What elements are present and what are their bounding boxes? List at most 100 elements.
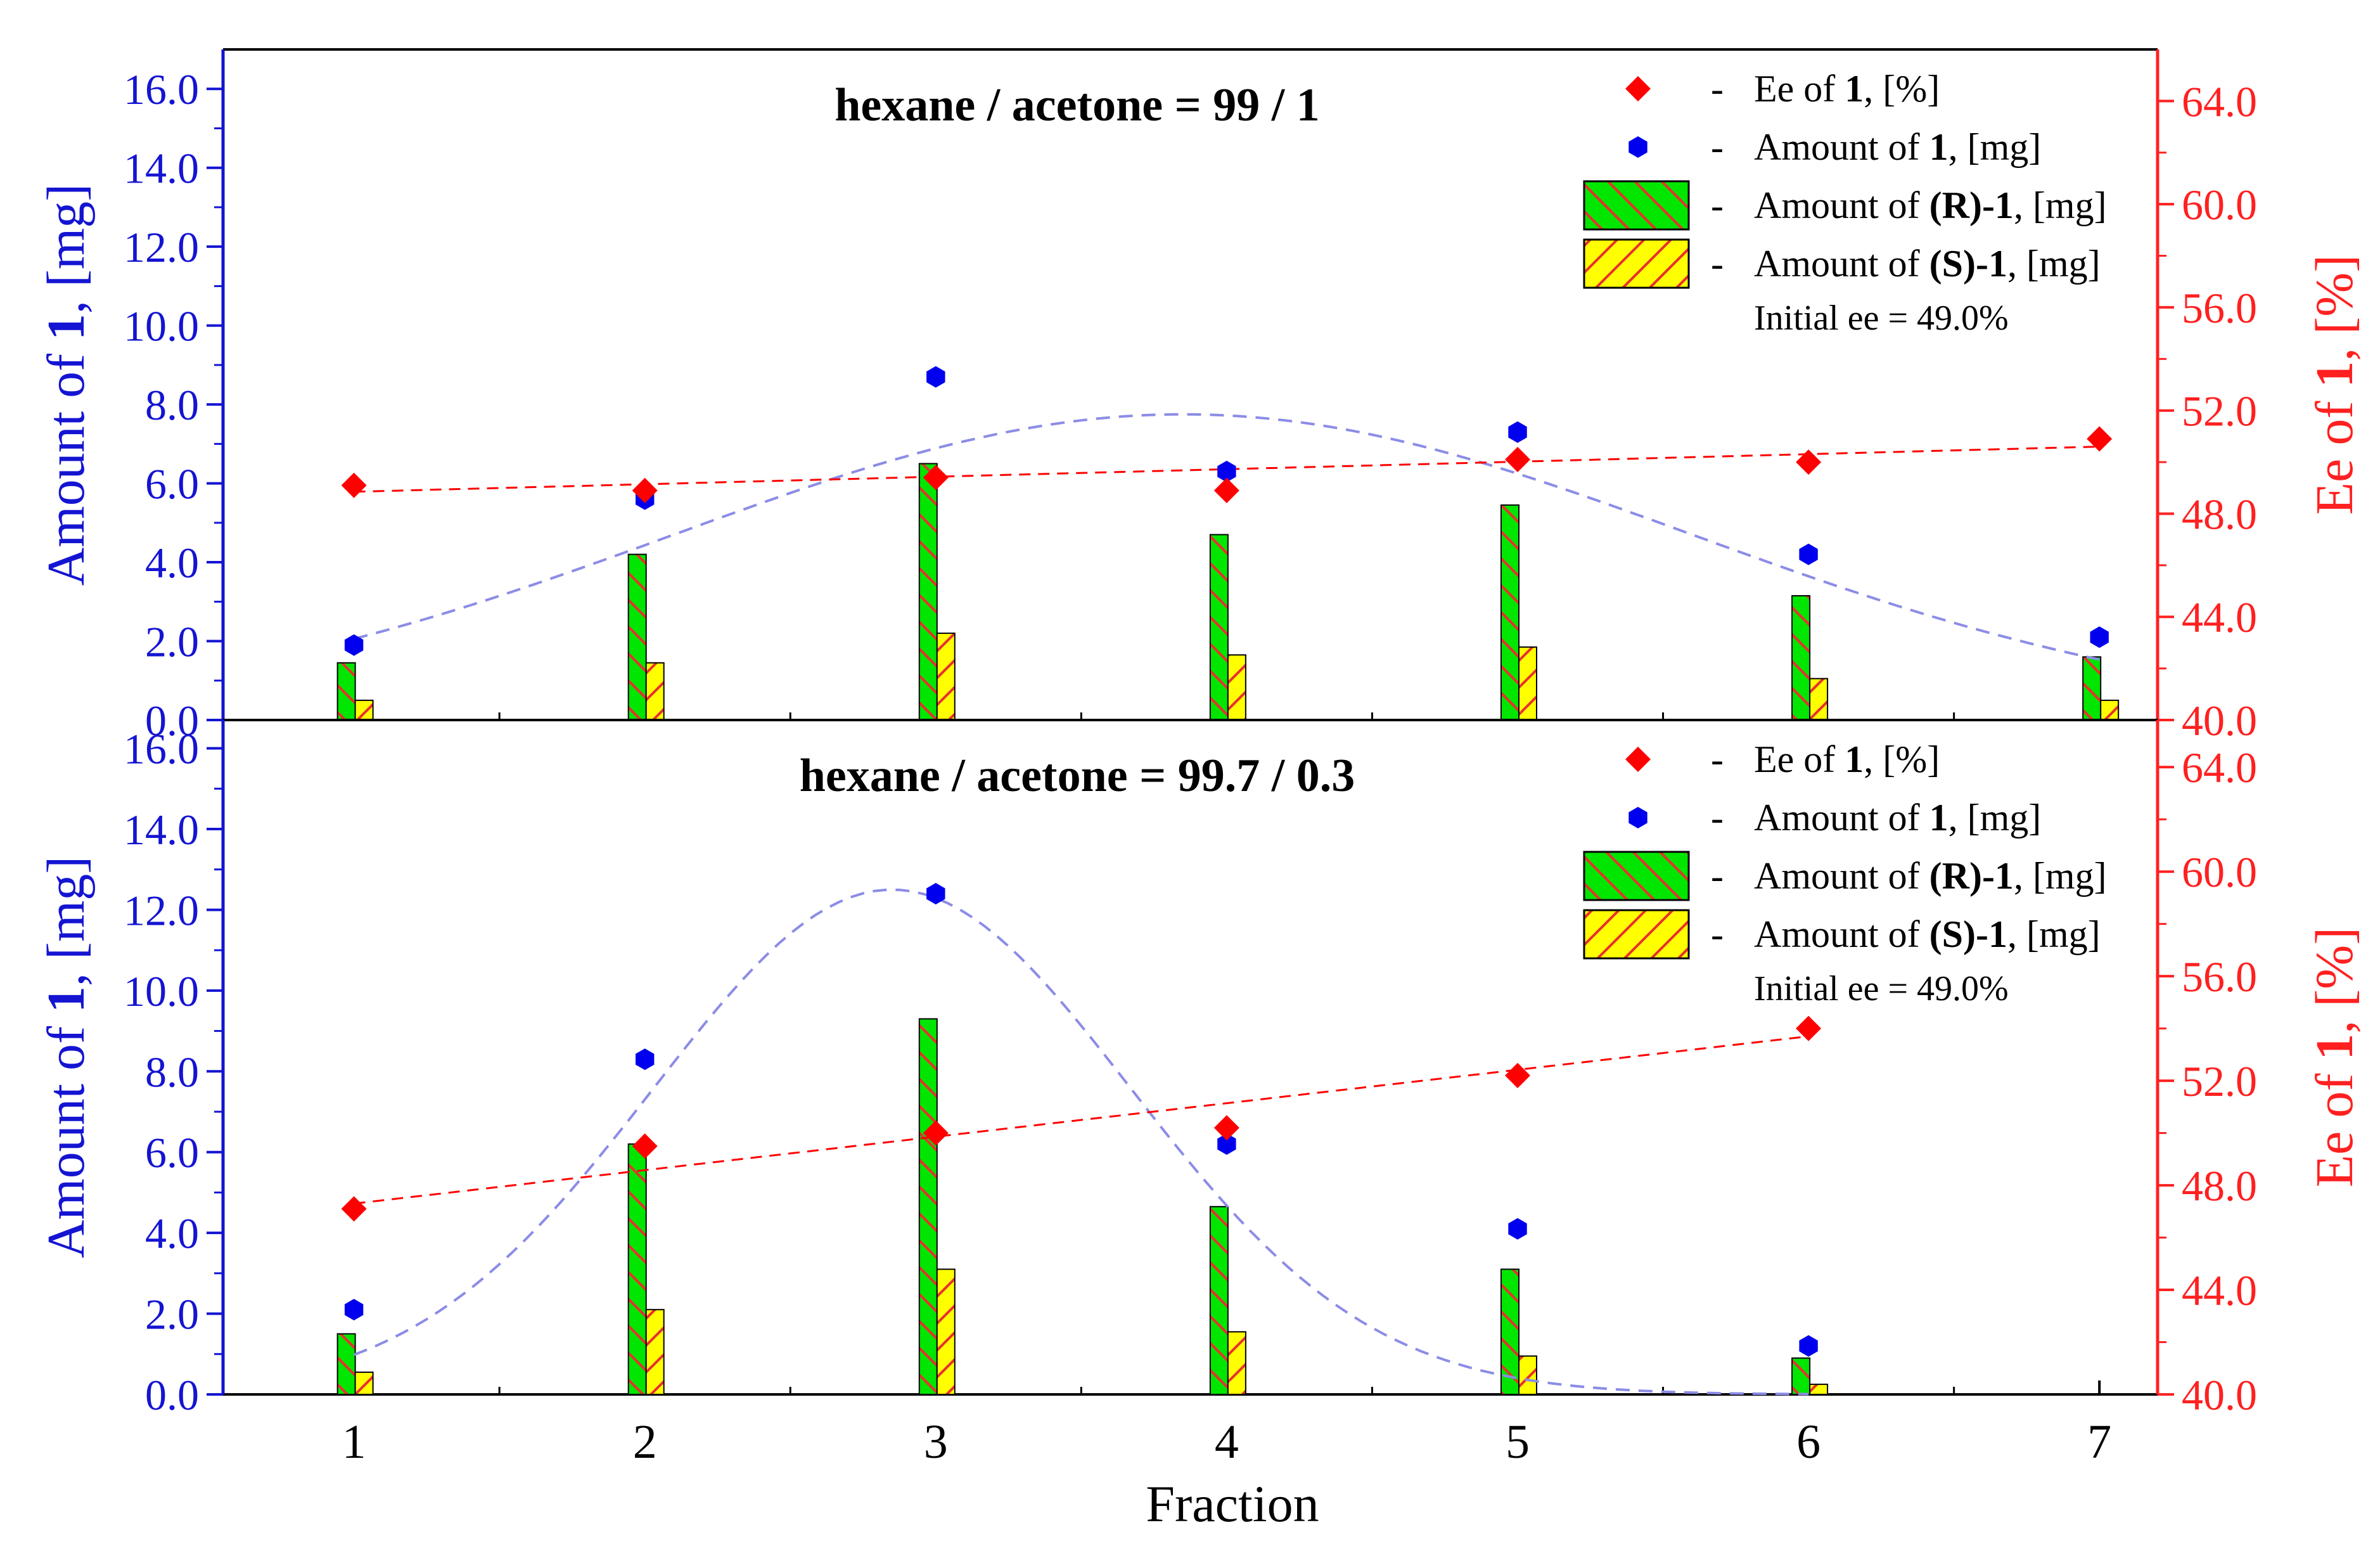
legend-dash: - [1711, 126, 1724, 168]
initial-ee-label: Initial ee = 49.0% [1754, 969, 2009, 1008]
left-tick-label: 16.0 [124, 65, 199, 113]
amount-fit-line [354, 413, 2100, 661]
ee-point [341, 472, 367, 498]
legend-label: Ee of 1, [%] [1754, 738, 1940, 780]
left-axis-title: Amount of 1, [mg] [37, 184, 96, 586]
legend-dash: - [1711, 184, 1724, 226]
left-tick-label: 4.0 [145, 539, 199, 587]
amount-point [1799, 543, 1818, 565]
legend-dash: - [1711, 243, 1724, 285]
bar-s [1518, 646, 1537, 721]
bar-s [2100, 699, 2120, 721]
bar-s [1809, 1384, 1829, 1395]
right-tick-label: 64.0 [2182, 743, 2257, 792]
left-tick-label: 10.0 [124, 967, 199, 1015]
right-tick-label: 48.0 [2182, 1162, 2257, 1210]
bar-s [1809, 678, 1829, 721]
x-tick-label: 1 [342, 1415, 366, 1469]
ee-fit-line [354, 1035, 1809, 1205]
bar-s [354, 1371, 374, 1395]
bar-s [354, 699, 374, 721]
ee-point [1504, 1062, 1530, 1088]
legend: - Ee of 1, [%]- Amount of 1, [mg]- Amount o… [1583, 738, 2107, 1008]
legend-s-swatch [1583, 238, 1690, 289]
bar-s [645, 1309, 665, 1396]
bar-r [336, 1333, 356, 1396]
bar-r [336, 662, 356, 721]
bar-r [627, 1143, 647, 1396]
bar-s [936, 1268, 956, 1395]
amount-point [636, 1048, 655, 1071]
right-tick-label: 40.0 [2182, 1371, 2257, 1419]
bar-r [1209, 534, 1229, 721]
bar-r [1791, 595, 1811, 721]
amount-point [1217, 1133, 1236, 1155]
left-axis-title: Amount of 1, [mg] [37, 856, 96, 1259]
bar-r [2082, 656, 2102, 721]
ee-point [1796, 1015, 1822, 1041]
bar-r [918, 1018, 938, 1395]
legend-label: Ee of 1, [%] [1754, 68, 1940, 110]
legend-amount-marker [1628, 136, 1647, 158]
ee-point [1213, 1115, 1239, 1141]
bar-s [936, 633, 956, 721]
amount-point [1799, 1335, 1818, 1357]
left-tick-label: 2.0 [145, 1290, 199, 1339]
right-axis-title: Ee of 1, [%] [2305, 255, 2364, 515]
right-tick-label: 40.0 [2182, 697, 2257, 745]
left-tick-label: 14.0 [124, 145, 199, 193]
amount-point [1508, 421, 1527, 443]
right-tick-label: 44.0 [2182, 593, 2257, 641]
bar-r [918, 463, 938, 721]
left-tick-label: 12.0 [124, 886, 199, 934]
amount-point [2090, 626, 2109, 648]
left-tick-label: 16.0 [124, 725, 199, 773]
legend-dash: - [1711, 738, 1724, 780]
bar-s [1227, 654, 1246, 721]
left-tick-label: 2.0 [145, 618, 199, 666]
left-tick-label: 12.0 [124, 223, 199, 271]
ee-point [341, 1196, 367, 1222]
legend-r-swatch [1583, 180, 1690, 231]
ee-point [632, 477, 658, 503]
right-tick-label: 48.0 [2182, 490, 2257, 538]
legend-label: Amount of (R)-1, [mg] [1754, 855, 2107, 897]
left-tick-label: 4.0 [145, 1209, 199, 1258]
x-tick-label: 3 [924, 1415, 948, 1469]
panel-title: hexane / acetone = 99 / 1 [835, 79, 1320, 131]
legend-ee-marker [1625, 747, 1651, 772]
amount-point [926, 366, 945, 388]
legend-dash: - [1711, 855, 1724, 897]
amount-point [344, 1299, 364, 1321]
x-tick-label: 5 [1506, 1415, 1530, 1469]
legend-label: Amount of (S)-1, [mg] [1754, 913, 2101, 955]
left-tick-label: 8.0 [145, 381, 199, 429]
legend-s-swatch [1583, 909, 1690, 960]
legend-label: Amount of (S)-1, [mg] [1754, 243, 2101, 285]
panel-bottom: 0.0 2.0 4.0 6.0 8.0 10.0 12.0 14.0 16.0 40.0 44.0 4… [37, 719, 2364, 1469]
legend: - Ee of 1, [%]- Amount of 1, [mg]- Amount o… [1583, 68, 2107, 338]
bar-s [645, 662, 665, 721]
ee-point [632, 1133, 658, 1159]
amount-fit-line [353, 888, 1809, 1396]
amount-point [1508, 1218, 1527, 1240]
left-tick-label: 6.0 [145, 1129, 199, 1177]
right-tick-label: 56.0 [2182, 953, 2257, 1001]
panel-title: hexane / acetone = 99.7 / 0.3 [800, 750, 1355, 802]
x-tick-label: 7 [2087, 1415, 2111, 1469]
bar-r [1209, 1206, 1229, 1396]
amount-point [1217, 460, 1236, 482]
left-tick-label: 0.0 [145, 697, 199, 745]
legend-dash: - [1711, 913, 1724, 955]
right-tick-label: 52.0 [2182, 387, 2257, 435]
right-tick-label: 60.0 [2182, 181, 2257, 229]
right-tick-label: 60.0 [2182, 848, 2257, 896]
amount-point [344, 634, 364, 656]
left-tick-label: 10.0 [124, 302, 199, 351]
left-tick-label: 14.0 [124, 806, 199, 854]
legend-ee-marker [1625, 76, 1651, 101]
x-tick-label: 6 [1796, 1415, 1820, 1469]
x-tick-label: 4 [1215, 1415, 1239, 1469]
left-tick-label: 6.0 [145, 460, 199, 508]
